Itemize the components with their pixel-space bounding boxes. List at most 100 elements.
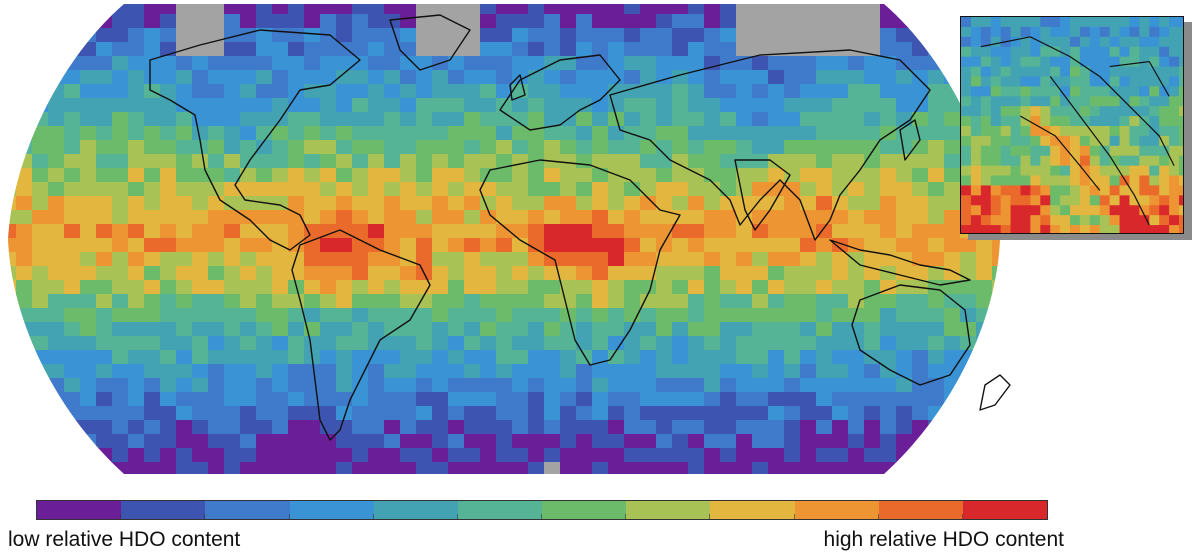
inset-grid-cell <box>1030 205 1041 216</box>
grid-cell <box>192 252 209 267</box>
grid-cell <box>560 42 577 57</box>
grid-cell <box>976 336 993 351</box>
grid-cell <box>96 42 113 57</box>
grid-cell <box>1168 476 1185 480</box>
grid-cell <box>528 448 545 463</box>
inset-grid-cell <box>1129 17 1140 28</box>
grid-cell <box>32 126 49 141</box>
grid-cell <box>896 112 913 127</box>
grid-cell <box>624 98 641 113</box>
inset-grid-cell <box>1129 205 1140 216</box>
inset-grid-cell <box>1129 96 1140 107</box>
grid-cell <box>768 378 785 393</box>
grid-cell <box>496 84 513 99</box>
grid-cell <box>208 238 225 253</box>
grid-cell <box>128 28 145 43</box>
grid-cell <box>464 196 481 211</box>
grid-cell <box>144 392 161 407</box>
inset-grid-cell <box>1079 225 1091 233</box>
grid-cell <box>992 406 1000 421</box>
grid-cell <box>544 350 561 365</box>
grid-cell <box>96 462 113 474</box>
inset-grid-cell <box>1109 46 1121 58</box>
grid-cell <box>832 112 849 127</box>
grid-cell <box>1008 322 1025 337</box>
grid-cell <box>1152 476 1169 480</box>
grid-cell <box>192 70 209 85</box>
grid-cell <box>1136 462 1153 477</box>
grid-cell <box>176 196 193 211</box>
grid-cell <box>544 322 561 337</box>
grid-cell <box>512 42 529 57</box>
grid-cell <box>656 462 673 474</box>
grid-cell <box>976 294 993 309</box>
grid-cell <box>272 126 289 141</box>
grid-cell <box>416 308 433 323</box>
grid-cell <box>544 280 561 295</box>
grid-cell <box>8 280 17 295</box>
grid-cell <box>960 462 977 474</box>
grid-cell <box>928 252 945 267</box>
inset-grid-cell <box>1109 26 1121 38</box>
grid-cell <box>208 434 225 449</box>
grid-cell <box>256 420 273 435</box>
grid-cell <box>704 462 721 474</box>
grid-cell <box>544 378 561 393</box>
grid-cell <box>768 42 785 57</box>
grid-cell <box>32 224 49 239</box>
grid-cell <box>656 364 673 379</box>
grid-cell <box>864 196 881 211</box>
grid-cell <box>1072 364 1089 379</box>
grid-cell <box>896 154 913 169</box>
grid-cell <box>544 336 561 351</box>
grid-cell <box>576 378 593 393</box>
grid-cell <box>1024 420 1041 435</box>
grid-cell <box>1168 434 1185 449</box>
grid-cell <box>928 462 945 474</box>
grid-cell <box>608 126 625 141</box>
grid-cell <box>736 238 753 253</box>
grid-cell <box>864 56 881 71</box>
grid-cell <box>544 266 561 281</box>
grid-cell <box>784 98 801 113</box>
grid-cell <box>320 84 337 99</box>
grid-cell <box>896 238 913 253</box>
grid-cell <box>944 420 961 435</box>
grid-cell <box>496 308 513 323</box>
grid-cell <box>112 406 129 421</box>
grid-cell <box>944 294 961 309</box>
grid-cell <box>672 238 689 253</box>
inset-grid-cell <box>1169 116 1180 127</box>
grid-cell <box>1168 406 1185 421</box>
grid-cell <box>16 210 33 225</box>
grid-cell <box>960 238 977 253</box>
grid-cell <box>400 406 417 421</box>
grid-cell <box>368 238 385 253</box>
grid-cell <box>896 70 913 85</box>
grid-cell <box>384 140 401 155</box>
grid-cell <box>480 336 497 351</box>
grid-cell <box>1152 406 1169 421</box>
grid-cell <box>624 434 641 449</box>
grid-cell <box>528 210 545 225</box>
grid-cell <box>880 364 897 379</box>
grid-cell <box>656 434 673 449</box>
grid-cell <box>416 238 433 253</box>
grid-cell <box>336 56 353 71</box>
inset-grid-cell <box>990 225 1002 233</box>
grid-cell <box>496 448 513 463</box>
grid-cell <box>304 224 321 239</box>
grid-cell <box>224 448 241 463</box>
grid-cell <box>1008 266 1025 281</box>
grid-cell <box>912 140 929 155</box>
grid-cell <box>496 252 513 267</box>
grid-cell <box>576 280 593 295</box>
grid-cell <box>448 168 465 183</box>
inset-grid-cell <box>1129 175 1140 186</box>
grid-cell <box>240 154 257 169</box>
inset-grid-cell <box>1079 106 1091 117</box>
grid-cell <box>96 70 113 85</box>
grid-cell <box>288 392 305 407</box>
grid-cell <box>784 336 801 351</box>
grid-cell <box>832 322 849 337</box>
